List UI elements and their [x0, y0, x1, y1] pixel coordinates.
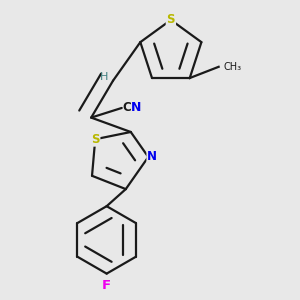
- Text: S: S: [91, 133, 100, 146]
- Text: N: N: [147, 151, 157, 164]
- Text: S: S: [167, 14, 175, 26]
- Text: CH₃: CH₃: [224, 62, 242, 72]
- Text: N: N: [131, 101, 141, 115]
- Text: F: F: [102, 279, 111, 292]
- Text: H: H: [100, 72, 108, 82]
- Text: C: C: [123, 101, 131, 115]
